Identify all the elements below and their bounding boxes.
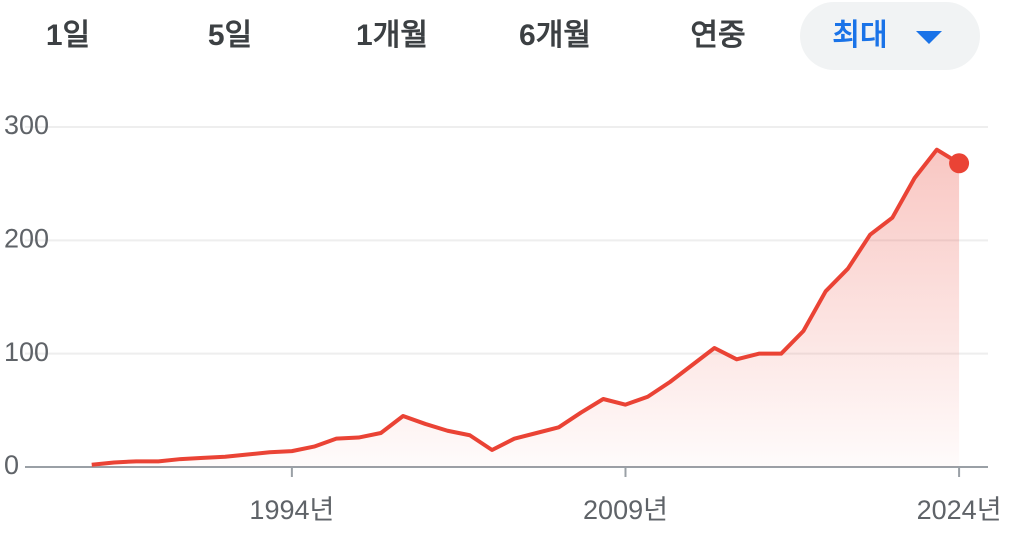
- selected-tab-bg[interactable]: [800, 2, 980, 70]
- line: [91, 147, 961, 467]
- tab[interactable]: 1일: [46, 19, 90, 52]
- y-tick-label: 0: [4, 450, 19, 480]
- tab[interactable]: 6개월: [519, 19, 591, 52]
- tab[interactable]: 5일: [208, 19, 252, 52]
- y-tick-label: 200: [4, 223, 49, 253]
- y-tick-label: 300: [4, 110, 49, 140]
- y-tick-label: 100: [4, 337, 49, 367]
- tab[interactable]: 최대: [832, 19, 887, 52]
- x-tick-label: 1994년: [249, 495, 334, 525]
- tab[interactable]: 1개월: [356, 19, 428, 52]
- tab[interactable]: 연중: [690, 19, 745, 52]
- x-tick-label: 2024년: [917, 495, 1002, 525]
- x-tick-label: 2009년: [583, 495, 668, 525]
- area: [91, 149, 960, 467]
- last-point: [949, 153, 970, 174]
- dropdown-arrow[interactable]: [916, 31, 942, 44]
